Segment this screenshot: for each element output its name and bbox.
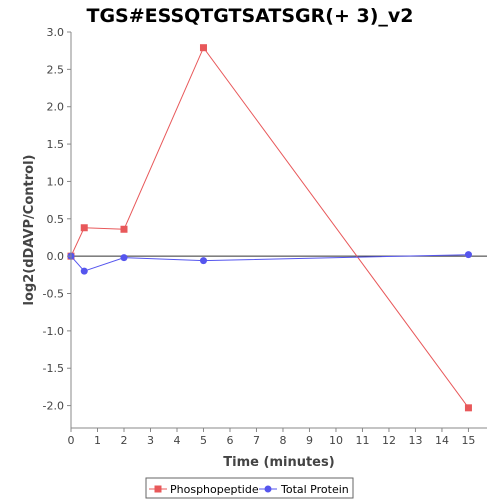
x-tick-label: 8 bbox=[279, 434, 286, 447]
x-tick-label: 13 bbox=[408, 434, 422, 447]
y-tick-label: -1.0 bbox=[43, 325, 64, 338]
x-tick-label: 10 bbox=[329, 434, 343, 447]
x-tick-label: 4 bbox=[173, 434, 180, 447]
x-tick-label: 6 bbox=[226, 434, 233, 447]
y-tick-label: 2.0 bbox=[47, 101, 65, 114]
y-tick-label: 3.0 bbox=[47, 26, 65, 39]
y-tick-label: 0.5 bbox=[47, 213, 65, 226]
phosphopeptide-point bbox=[80, 224, 88, 232]
plot-area bbox=[71, 32, 487, 428]
y-tick-label: 1.0 bbox=[47, 175, 65, 188]
total-protein-point bbox=[199, 257, 207, 265]
x-tick-label: 0 bbox=[68, 434, 75, 447]
x-tick-label: 1 bbox=[94, 434, 101, 447]
chart-title: TGS#ESSQTGTSATSGR(+ 3)_v2 bbox=[87, 5, 414, 27]
legend-total-protein-marker bbox=[264, 485, 272, 493]
x-tick-label: 11 bbox=[355, 434, 369, 447]
y-tick-label: 1.5 bbox=[47, 138, 65, 151]
y-tick-label: 2.5 bbox=[47, 63, 65, 76]
y-axis-label: log2(dDAVP/Control) bbox=[22, 155, 37, 306]
x-tick-label: 5 bbox=[200, 434, 207, 447]
y-tick-label: -0.5 bbox=[43, 288, 64, 301]
y-tick-label: -2.0 bbox=[43, 400, 64, 413]
x-tick-label: 2 bbox=[120, 434, 127, 447]
total-protein-point bbox=[120, 254, 128, 262]
legend-box bbox=[145, 477, 354, 499]
phosphopeptide-point bbox=[120, 225, 128, 233]
x-axis-label: Time (minutes) bbox=[223, 455, 334, 470]
legend: Phosphopeptide Total Protein bbox=[145, 477, 354, 499]
legend-phosphopeptide-marker bbox=[154, 485, 162, 493]
x-tick-label: 15 bbox=[461, 434, 475, 447]
total-protein-point bbox=[80, 267, 88, 275]
legend-total-protein-label: Total Protein bbox=[280, 483, 349, 496]
y-tick-label: -1.5 bbox=[43, 362, 64, 375]
phosphopeptide-point bbox=[199, 44, 207, 52]
total-protein-point bbox=[464, 251, 472, 259]
x-tick-label: 12 bbox=[382, 434, 396, 447]
x-tick-label: 14 bbox=[435, 434, 449, 447]
legend-phosphopeptide-label: Phosphopeptide bbox=[170, 483, 259, 496]
x-tick-label: 7 bbox=[253, 434, 260, 447]
x-tick-label: 9 bbox=[306, 434, 313, 447]
y-tick-label: 0.0 bbox=[47, 250, 65, 263]
x-tick-label: 3 bbox=[147, 434, 154, 447]
phosphopeptide-point bbox=[464, 404, 472, 412]
